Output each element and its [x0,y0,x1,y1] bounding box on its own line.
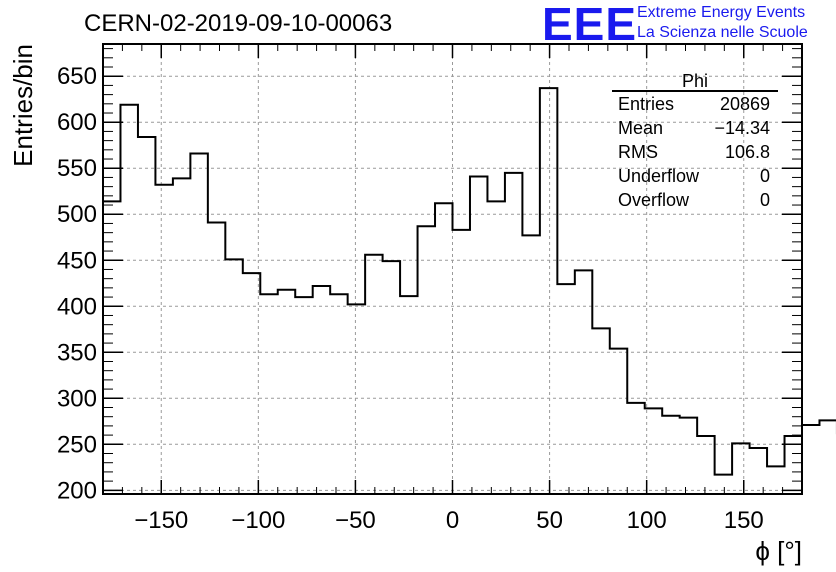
histogram-step-line [103,87,836,476]
chart-title: CERN-02-2019-09-10-00063 [84,10,393,37]
stats-value: 20869 [719,94,770,114]
y-tick-label: 350 [57,339,97,366]
x-tick-label: 150 [724,507,764,534]
y-tick-label: 650 [57,63,97,90]
stats-label: Mean [618,118,664,138]
x-tick-label: −100 [231,507,285,534]
stats-row-underflow: Underflow 0 [612,164,778,188]
y-tick-label: 200 [57,477,97,504]
stats-value: 0 [759,190,770,210]
stats-label: Underflow [618,166,700,186]
stats-label: Overflow [618,190,690,210]
logo-caption-line2: La Scienza nelle Scuole [637,24,808,41]
stats-label: RMS [618,142,658,162]
axis-ticks [103,44,802,494]
x-tick-label: 0 [446,507,459,534]
y-tick-label: 450 [57,247,97,274]
stats-row-entries: Entries 20869 [612,92,778,116]
stats-value: 106.8 [724,142,770,162]
y-tick-label: 250 [57,431,97,458]
x-tick-label: 100 [627,507,667,534]
y-tick-label: 550 [57,155,97,182]
stats-row-rms: RMS 106.8 [612,140,778,164]
stats-row-mean: Mean −14.34 [612,116,778,140]
x-tick-label: 50 [536,507,563,534]
y-tick-label: 300 [57,385,97,412]
y-tick-labels: 200 250 300 350 400 450 500 550 600 650 [57,63,97,504]
stats-row-overflow: Overflow 0 [612,188,778,212]
x-tick-labels: −150 −100 −50 0 50 100 150 [134,507,764,534]
logo-caption-line1: Extreme Energy Events [637,4,806,21]
stats-title: Phi [612,72,778,92]
x-tick-label: −150 [134,507,188,534]
y-tick-label: 600 [57,109,97,136]
stats-value: 0 [759,166,770,186]
eee-logo: EEE [542,0,638,50]
x-axis-label: ϕ [°] [755,536,802,566]
x-tick-label: −50 [335,507,376,534]
y-axis-label: Entries/bin [8,44,38,167]
y-tick-label: 400 [57,293,97,320]
stats-value: −14.34 [714,118,770,138]
stats-label: Entries [618,94,675,114]
y-tick-label: 500 [57,201,97,228]
stats-box: Phi Entries 20869 Mean −14.34 RMS 106.8 … [612,72,778,212]
